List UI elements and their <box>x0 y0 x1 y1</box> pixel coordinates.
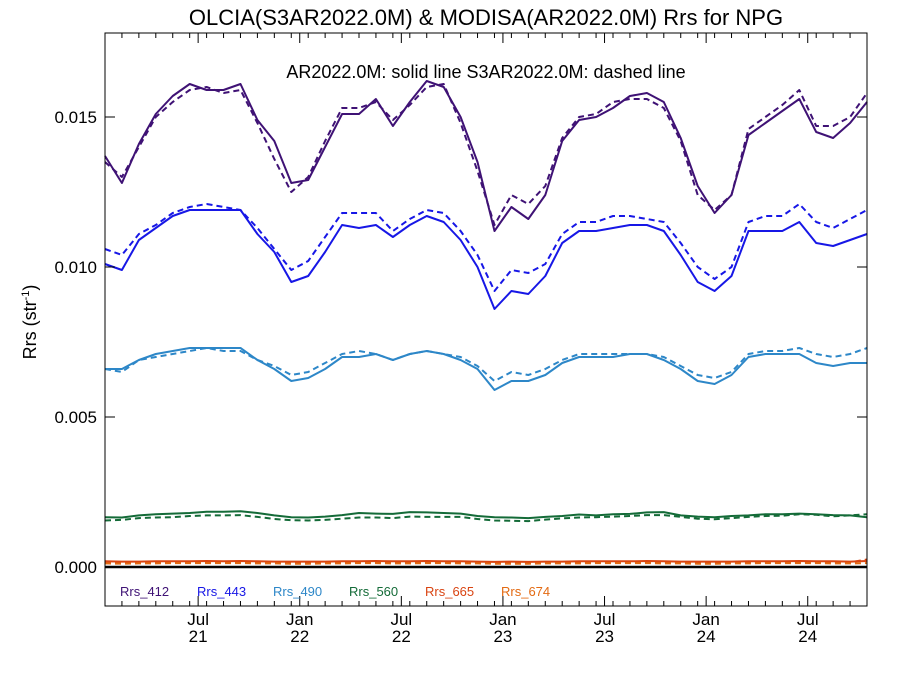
x-tick-label-month: Jul <box>797 610 819 629</box>
legend-item-rrs-490: Rrs_490 <box>273 584 322 599</box>
x-tick-label-month: Jul <box>187 610 209 629</box>
y-axis-label-sup: -1 <box>20 291 32 301</box>
series-rrs-443-solid-line <box>104 209 868 310</box>
x-tick-label-month: Jul <box>390 610 412 629</box>
chart-subtitle: AR2022.0M: solid line S3AR2022.0M: dashe… <box>286 62 685 82</box>
y-tick-label: 0.005 <box>54 408 97 427</box>
series-rrs-412-solid-line <box>104 80 868 232</box>
y-axis-label: Rrs (str-1) <box>20 285 40 360</box>
legend: Rrs_412 Rrs_443 Rrs_490 Rrs_560 Rrs_665 Rrs_6… <box>120 584 550 599</box>
x-tick-label-month: Jan <box>692 610 719 629</box>
x-tick-label-year: 22 <box>290 627 309 646</box>
x-tick-label-month: Jan <box>489 610 516 629</box>
legend-item-rrs-674: Rrs_674 <box>501 584 550 599</box>
legend-item-rrs-412: Rrs_412 <box>120 584 169 599</box>
series-layer <box>104 80 868 565</box>
y-axis-label-close: ) <box>20 285 40 291</box>
x-tick-label-month: Jul <box>594 610 616 629</box>
series-rrs-490-solid-line <box>105 347 867 391</box>
x-tick-label-year: 24 <box>697 627 716 646</box>
series-rrs-412-dashed-line <box>104 83 868 226</box>
series-rrs-674-dashed-line <box>104 562 868 565</box>
y-tick-label: 0.015 <box>54 108 97 127</box>
x-tick-label-month: Jan <box>286 610 313 629</box>
y-tick-label: 0.010 <box>54 258 97 277</box>
series-rrs-560-dashed-line <box>104 513 868 523</box>
x-tick-label-year: 22 <box>392 627 411 646</box>
x-tick-label-year: 24 <box>798 627 817 646</box>
x-tick-label-year: 21 <box>189 627 208 646</box>
legend-item-rrs-443: Rrs_443 <box>197 584 246 599</box>
series-rrs-560-solid-line <box>104 510 868 520</box>
y-axis-label-main: Rrs (str <box>20 300 40 359</box>
x-tick-label-year: 23 <box>493 627 512 646</box>
x-tick-label-year: 23 <box>595 627 614 646</box>
axes-layer: 0.0000.0050.0100.015Jul21Jan22Jul22Jan23… <box>54 33 867 646</box>
y-tick-label: 0.000 <box>54 558 97 577</box>
series-rrs-443-dashed-line <box>104 203 868 292</box>
series-rrs-490-dashed-line <box>104 347 868 382</box>
legend-item-rrs-560: Rrs_560 <box>349 584 398 599</box>
chart-title: OLCIA(S3AR2022.0M) & MODISA(AR2022.0M) R… <box>189 5 783 30</box>
legend-item-rrs-665: Rrs_665 <box>425 584 474 599</box>
plot-frame <box>104 32 868 607</box>
